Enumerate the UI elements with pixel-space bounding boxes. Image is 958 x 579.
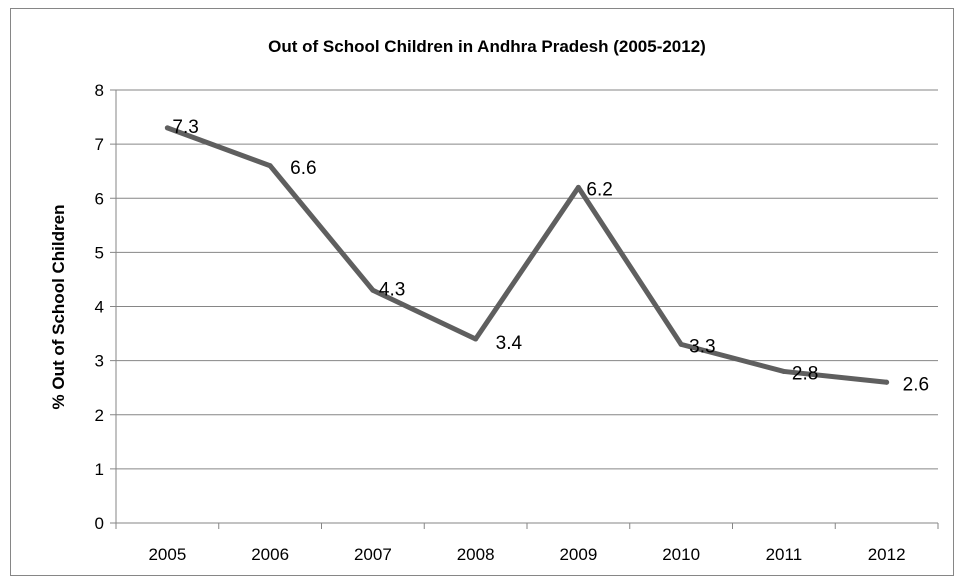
y-tick-label: 8 [95,81,104,100]
y-axis-label: % Out of School Children [49,205,68,410]
data-point [164,125,170,131]
data-point [473,336,479,342]
y-tick-label: 2 [95,406,104,425]
x-tick-label: 2005 [148,545,186,564]
data-label: 2.6 [903,374,929,395]
x-tick-label: 2009 [559,545,597,564]
x-tick-label: 2007 [354,545,392,564]
x-tick-label: 2006 [251,545,289,564]
data-label: 3.3 [689,336,715,357]
data-point [678,341,684,347]
data-labels: 7.3 6.6 4.3 3.4 6.2 3.3 2.8 2.6 [172,117,929,395]
chart-frame [10,8,954,576]
gridlines [116,89,938,470]
x-tick-label: 2011 [766,545,803,564]
series-layer [164,125,890,385]
data-label: 6.2 [586,179,612,200]
data-point [884,379,890,385]
series-line [164,125,890,385]
data-label: 2.8 [792,363,818,384]
data-point [575,184,581,190]
x-tick-label: 2008 [457,545,495,564]
axes: 0 1 2 3 4 5 6 7 8 2005 2006 2007 2008 2009 2010 2011 201… [95,81,939,564]
y-tick-label: 1 [95,460,104,479]
y-tick-label: 6 [95,189,104,208]
y-tick-label: 7 [95,135,104,154]
data-label: 7.3 [172,117,198,138]
y-tick-label: 4 [95,298,104,317]
data-label: 6.6 [290,158,316,179]
x-tick-label: 2010 [662,545,700,564]
y-tick-label: 0 [95,514,104,533]
y-tick-label: 5 [95,243,104,262]
data-point [267,163,273,169]
data-point [370,287,376,293]
data-point [781,368,787,374]
data-label: 4.3 [379,279,405,300]
y-tick-label: 3 [95,352,104,371]
chart-title: Out of School Children in Andhra Pradesh… [268,37,706,56]
data-label: 3.4 [496,333,523,354]
x-tick-label: 2012 [868,545,906,564]
